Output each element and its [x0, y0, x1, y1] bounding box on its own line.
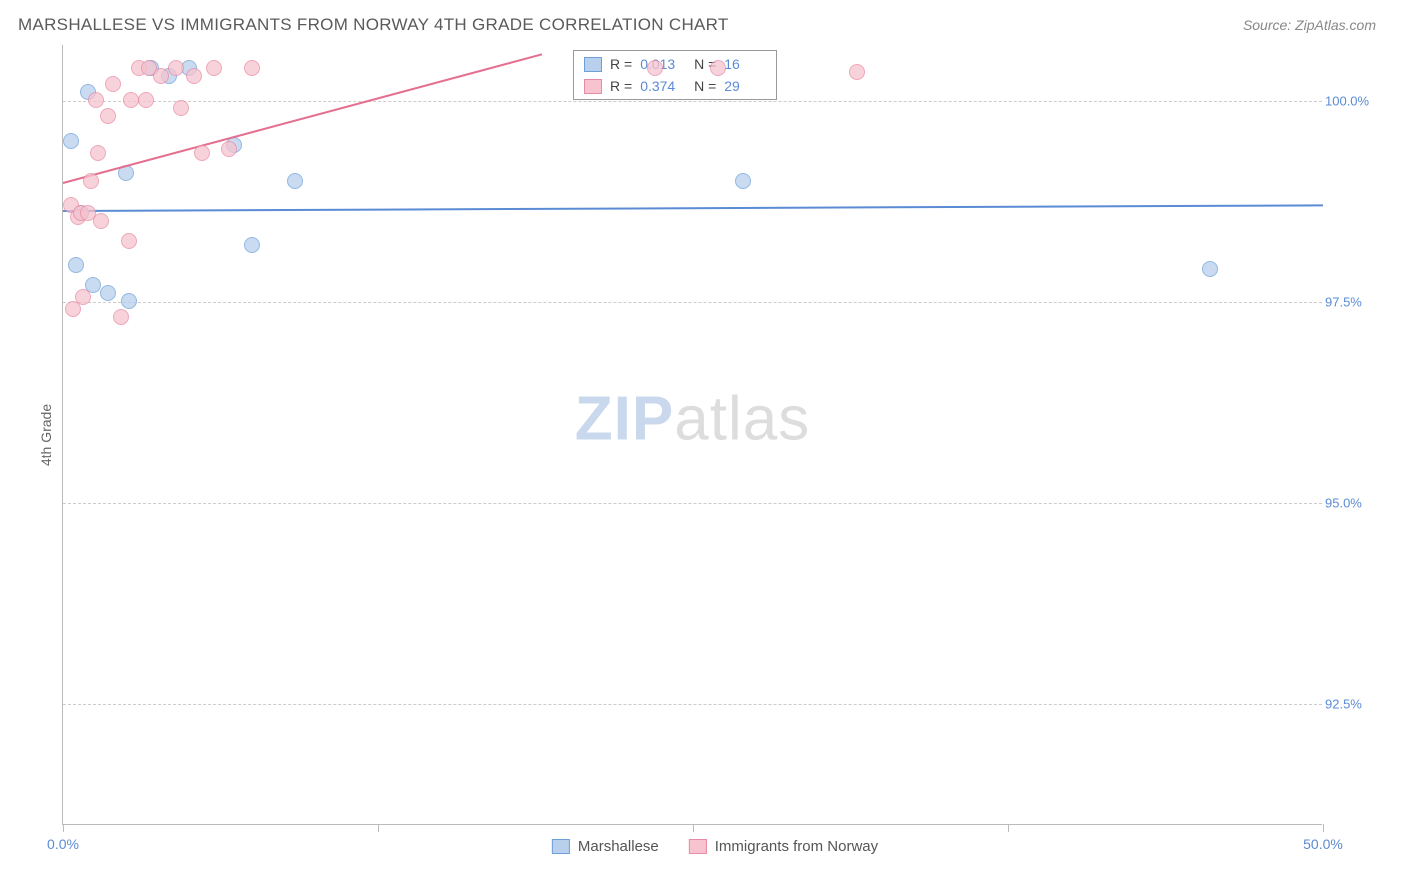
- data-point-norway: [88, 92, 104, 108]
- data-point-norway: [121, 233, 137, 249]
- watermark-rest: atlas: [674, 384, 810, 453]
- data-point-marshallese: [100, 285, 116, 301]
- data-point-marshallese: [287, 173, 303, 189]
- legend-n-label: N =: [690, 78, 716, 94]
- legend-n-value: 29: [724, 78, 766, 94]
- series-legend: Marshallese Immigrants from Norway: [552, 838, 878, 855]
- y-tick-label: 92.5%: [1325, 697, 1380, 712]
- y-tick-label: 100.0%: [1325, 94, 1380, 109]
- x-tick-mark: [1323, 824, 1324, 832]
- data-point-norway: [221, 141, 237, 157]
- data-point-marshallese: [244, 237, 260, 253]
- watermark: ZIPatlas: [575, 383, 810, 454]
- legend-swatch-norway: [689, 839, 707, 854]
- data-point-norway: [168, 60, 184, 76]
- x-tick-mark: [1008, 824, 1009, 832]
- data-point-norway: [90, 145, 106, 161]
- y-tick-label: 97.5%: [1325, 295, 1380, 310]
- chart-container: 4th Grade ZIPatlas R =0.013 N =16R =0.37…: [50, 45, 1380, 825]
- data-point-marshallese: [735, 173, 751, 189]
- data-point-norway: [93, 213, 109, 229]
- data-point-norway: [83, 173, 99, 189]
- legend-r-label: R =: [610, 56, 632, 72]
- data-point-norway: [849, 64, 865, 80]
- data-point-marshallese: [68, 257, 84, 273]
- x-tick-mark: [63, 824, 64, 832]
- data-point-marshallese: [63, 133, 79, 149]
- data-point-marshallese: [1202, 261, 1218, 277]
- legend-label-norway: Immigrants from Norway: [715, 838, 878, 855]
- watermark-zip: ZIP: [575, 384, 674, 453]
- legend-swatch-norway: [584, 79, 602, 94]
- legend-swatch-marshallese: [552, 839, 570, 854]
- data-point-marshallese: [121, 293, 137, 309]
- x-tick-label: 0.0%: [47, 836, 79, 852]
- x-tick-mark: [693, 824, 694, 832]
- chart-header: MARSHALLESE VS IMMIGRANTS FROM NORWAY 4T…: [0, 0, 1406, 40]
- legend-stat-row-norway: R = 0.374 N = 29: [574, 75, 776, 97]
- x-tick-mark: [378, 824, 379, 832]
- data-point-norway: [153, 68, 169, 84]
- data-point-norway: [173, 100, 189, 116]
- data-point-norway: [138, 92, 154, 108]
- trend-line-marshallese: [63, 204, 1323, 212]
- gridline-h: [63, 302, 1322, 303]
- plot-area: ZIPatlas R =0.013 N =16R =0.374 N =29 92…: [62, 45, 1322, 825]
- y-tick-label: 95.0%: [1325, 496, 1380, 511]
- data-point-norway: [186, 68, 202, 84]
- legend-label-marshallese: Marshallese: [578, 838, 659, 855]
- source-attribution: Source: ZipAtlas.com: [1243, 17, 1376, 33]
- data-point-norway: [105, 76, 121, 92]
- chart-title: MARSHALLESE VS IMMIGRANTS FROM NORWAY 4T…: [18, 15, 729, 35]
- data-point-norway: [710, 60, 726, 76]
- legend-item-marshallese: Marshallese: [552, 838, 659, 855]
- data-point-norway: [75, 289, 91, 305]
- legend-n-value: 16: [724, 56, 766, 72]
- data-point-norway: [113, 309, 129, 325]
- legend-r-value: 0.374: [640, 78, 682, 94]
- data-point-norway: [244, 60, 260, 76]
- data-point-norway: [100, 108, 116, 124]
- x-tick-label: 50.0%: [1303, 836, 1343, 852]
- correlation-legend: R =0.013 N =16R =0.374 N =29: [573, 50, 777, 100]
- y-axis-label: 4th Grade: [38, 404, 54, 466]
- legend-stat-row-marshallese: R =0.013 N =16: [574, 53, 776, 75]
- data-point-norway: [206, 60, 222, 76]
- data-point-norway: [123, 92, 139, 108]
- legend-swatch-marshallese: [584, 57, 602, 72]
- legend-item-norway: Immigrants from Norway: [689, 838, 878, 855]
- legend-r-label: R =: [610, 78, 632, 94]
- data-point-norway: [647, 60, 663, 76]
- gridline-h: [63, 101, 1322, 102]
- gridline-h: [63, 704, 1322, 705]
- data-point-norway: [194, 145, 210, 161]
- gridline-h: [63, 503, 1322, 504]
